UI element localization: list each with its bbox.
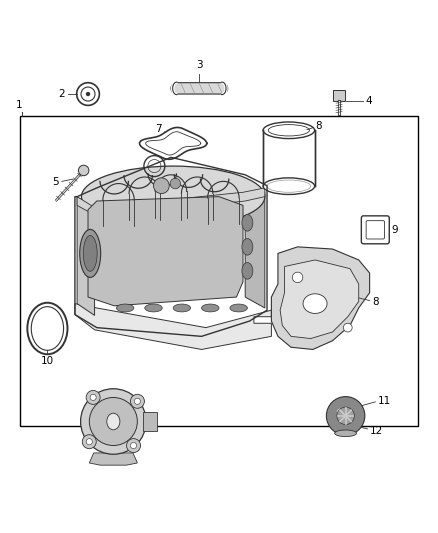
Text: 8: 8 xyxy=(315,121,321,131)
Ellipse shape xyxy=(173,304,191,312)
Ellipse shape xyxy=(337,408,346,415)
Circle shape xyxy=(89,398,138,446)
Text: 2: 2 xyxy=(59,89,65,99)
Bar xyxy=(263,130,314,186)
Circle shape xyxy=(82,435,96,449)
Polygon shape xyxy=(140,127,207,159)
Ellipse shape xyxy=(81,166,265,227)
Polygon shape xyxy=(77,197,95,316)
Text: 5: 5 xyxy=(52,177,59,187)
Text: 9: 9 xyxy=(392,225,398,235)
Ellipse shape xyxy=(263,178,314,195)
FancyBboxPatch shape xyxy=(361,216,389,244)
Text: 13: 13 xyxy=(86,422,99,432)
Polygon shape xyxy=(88,197,243,306)
Ellipse shape xyxy=(31,306,64,350)
Circle shape xyxy=(90,394,96,400)
Circle shape xyxy=(292,272,303,282)
Ellipse shape xyxy=(80,229,101,277)
Ellipse shape xyxy=(230,304,247,312)
Circle shape xyxy=(131,394,145,408)
Polygon shape xyxy=(280,260,359,338)
Ellipse shape xyxy=(242,215,253,231)
Bar xyxy=(20,116,418,426)
Text: 1: 1 xyxy=(16,100,23,110)
Text: 11: 11 xyxy=(378,395,391,406)
Ellipse shape xyxy=(107,413,120,430)
Text: 12: 12 xyxy=(370,426,383,435)
Circle shape xyxy=(86,439,92,445)
Circle shape xyxy=(131,442,137,449)
Polygon shape xyxy=(171,83,228,94)
Bar xyxy=(333,90,345,101)
Circle shape xyxy=(78,165,89,176)
Ellipse shape xyxy=(335,430,357,437)
Ellipse shape xyxy=(117,304,134,312)
Polygon shape xyxy=(245,179,265,308)
FancyBboxPatch shape xyxy=(366,221,385,239)
Circle shape xyxy=(81,389,146,454)
Ellipse shape xyxy=(201,304,219,312)
Polygon shape xyxy=(75,304,272,350)
Circle shape xyxy=(326,397,365,435)
Polygon shape xyxy=(272,247,370,350)
Text: 8: 8 xyxy=(372,297,378,308)
Ellipse shape xyxy=(83,236,97,271)
Circle shape xyxy=(337,407,354,425)
Ellipse shape xyxy=(145,304,162,312)
Circle shape xyxy=(170,179,180,189)
Text: 4: 4 xyxy=(366,95,372,106)
Text: 6: 6 xyxy=(94,206,100,216)
Circle shape xyxy=(153,178,169,193)
Text: 10: 10 xyxy=(41,356,54,366)
Circle shape xyxy=(86,391,100,405)
Ellipse shape xyxy=(303,294,327,313)
Circle shape xyxy=(343,323,352,332)
Text: 7: 7 xyxy=(155,124,161,134)
Polygon shape xyxy=(89,453,138,465)
Circle shape xyxy=(134,398,141,405)
Circle shape xyxy=(86,92,90,96)
Ellipse shape xyxy=(242,239,253,255)
Ellipse shape xyxy=(242,263,253,279)
Text: 3: 3 xyxy=(196,60,203,70)
Bar xyxy=(143,412,157,431)
Polygon shape xyxy=(77,188,265,216)
Circle shape xyxy=(127,439,141,453)
